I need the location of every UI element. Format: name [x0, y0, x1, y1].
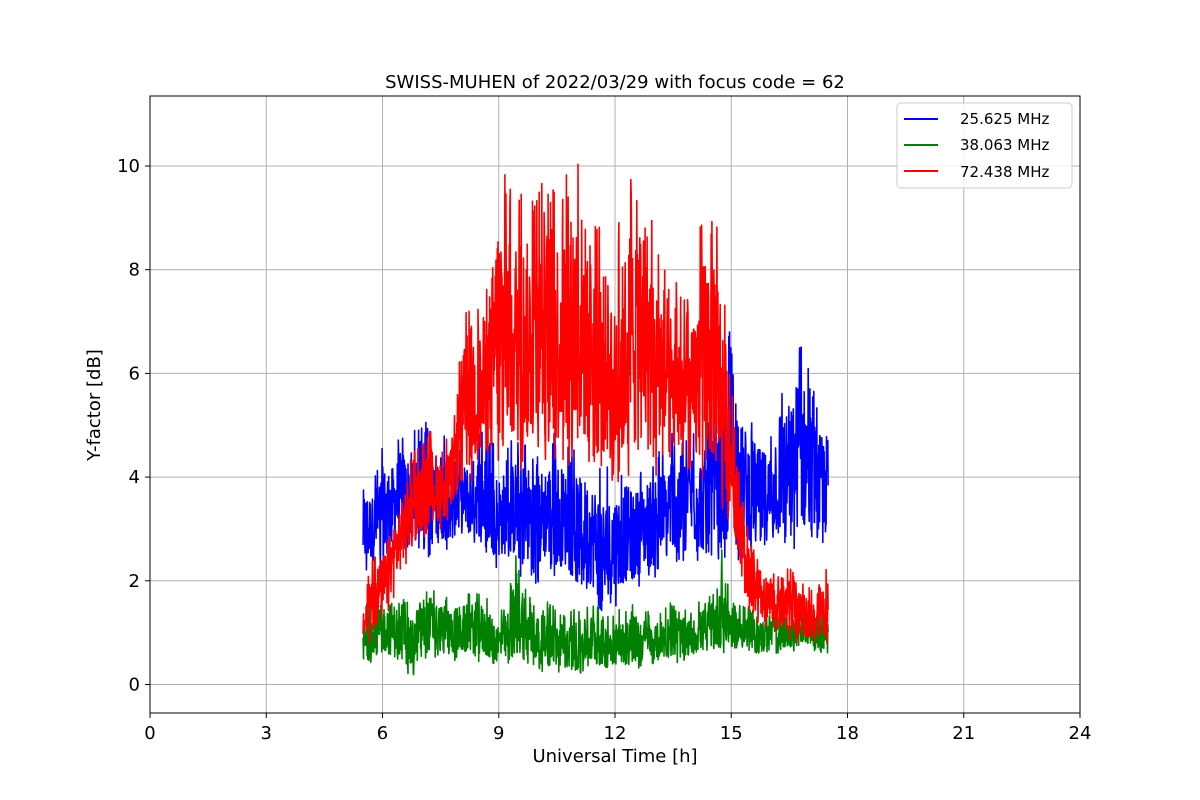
x-tick-label: 15 [720, 723, 743, 744]
legend-box [896, 102, 1073, 189]
y-tick-label: 6 [129, 363, 140, 384]
series-line-red-72-438 [362, 163, 829, 644]
legend-label-25-625: 25.625 MHz [960, 110, 1049, 128]
y-tick-label: 4 [129, 467, 140, 488]
y-tick-label: 10 [117, 156, 140, 177]
legend: 25.625 MHz 38.063 MHz 72.438 MHz [896, 102, 1073, 189]
x-tick-label: 3 [261, 723, 272, 744]
x-tick-label: 9 [493, 723, 504, 744]
x-tick-label: 6 [377, 723, 388, 744]
y-tick-label: 0 [129, 674, 140, 695]
x-axis-label: Universal Time [h] [532, 746, 697, 767]
plot-series-area [362, 163, 829, 676]
x-tick-label: 24 [1069, 723, 1092, 744]
x-tick-label: 0 [144, 723, 155, 744]
y-axis-label: Y-factor [dB] [84, 349, 105, 462]
y-axis-ticks: 0 2 4 6 8 10 [117, 156, 150, 695]
chart-title: SWISS-MUHEN of 2022/03/29 with focus cod… [385, 72, 845, 93]
x-tick-label: 21 [952, 723, 975, 744]
x-tick-label: 12 [604, 723, 627, 744]
series-line-green-38-063 [362, 549, 829, 676]
legend-label-72-438: 72.438 MHz [960, 163, 1049, 181]
x-tick-label: 18 [836, 723, 859, 744]
legend-label-38-063: 38.063 MHz [960, 136, 1049, 154]
y-tick-label: 8 [129, 260, 140, 281]
y-tick-label: 2 [129, 571, 140, 592]
x-axis-ticks: 0 3 6 9 12 15 18 21 24 [144, 713, 1091, 744]
